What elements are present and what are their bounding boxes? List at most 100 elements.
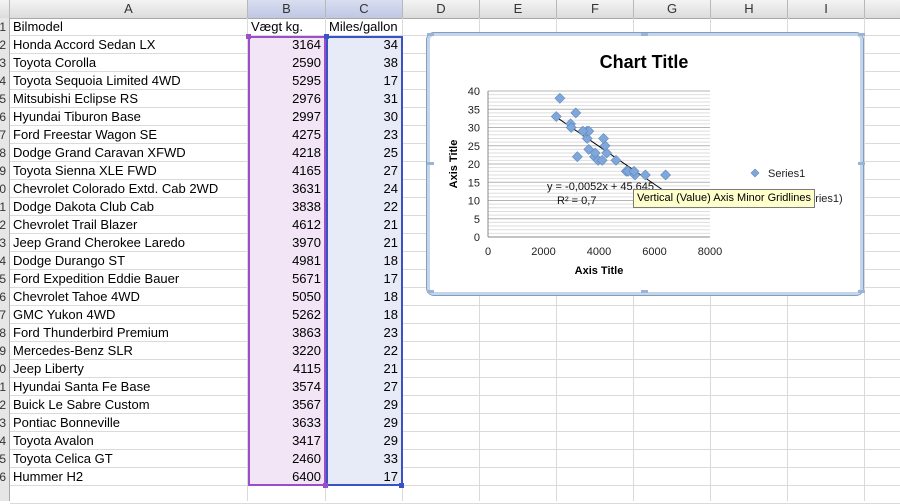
column-header-i[interactable]: I — [788, 0, 865, 18]
row-header[interactable]: 2 — [0, 36, 9, 54]
model-cell[interactable]: Toyota Celica GT — [13, 451, 113, 466]
row-header[interactable]: 4 — [0, 72, 9, 90]
row-header[interactable]: 3 — [0, 234, 9, 252]
weight-cell[interactable]: 3220 — [292, 343, 321, 358]
model-cell[interactable]: Chevrolet Trail Blazer — [13, 217, 138, 232]
mpg-cell[interactable]: 27 — [383, 379, 398, 394]
mpg-cell[interactable]: 23 — [383, 127, 398, 142]
mpg-cell[interactable]: 23 — [383, 325, 398, 340]
weight-cell[interactable]: 4612 — [292, 217, 321, 232]
row-header[interactable]: 6 — [0, 288, 9, 306]
mpg-cell[interactable]: 17 — [383, 469, 398, 484]
weight-cell[interactable]: 5295 — [292, 73, 321, 88]
model-cell[interactable]: Dodge Durango ST — [13, 253, 126, 268]
row-header[interactable]: 4 — [0, 432, 9, 450]
mpg-cell[interactable]: 22 — [383, 199, 398, 214]
weight-cell[interactable]: 5671 — [292, 271, 321, 286]
row-header[interactable]: 9 — [0, 342, 9, 360]
weight-cell[interactable]: 2460 — [292, 451, 321, 466]
mpg-cell[interactable]: 29 — [383, 415, 398, 430]
model-cell[interactable]: Hyundai Tiburon Base — [13, 109, 141, 124]
header-cell-mpg[interactable]: Miles/gallon — [329, 19, 398, 34]
weight-cell[interactable]: 4218 — [292, 145, 321, 160]
model-cell[interactable]: Ford Expedition Eddie Bauer — [13, 271, 180, 286]
model-cell[interactable]: Mitsubishi Eclipse RS — [13, 91, 138, 106]
mpg-cell[interactable]: 21 — [383, 361, 398, 376]
row-header[interactable]: 8 — [0, 324, 9, 342]
mpg-cell[interactable]: 18 — [383, 253, 398, 268]
mpg-cell[interactable]: 38 — [383, 55, 398, 70]
weight-cell[interactable]: 5050 — [292, 289, 321, 304]
model-cell[interactable]: Chevrolet Colorado Extd. Cab 2WD — [13, 181, 219, 196]
weight-cell[interactable]: 2976 — [292, 91, 321, 106]
weight-cell[interactable]: 6400 — [292, 469, 321, 484]
row-header[interactable]: 3 — [0, 414, 9, 432]
row-header[interactable]: 7 — [0, 306, 9, 324]
mpg-cell[interactable]: 22 — [383, 343, 398, 358]
row-header[interactable]: 7 — [0, 126, 9, 144]
header-cell-weight[interactable]: Vægt kg. — [251, 19, 304, 34]
weight-cell[interactable]: 2590 — [292, 55, 321, 70]
weight-cell[interactable]: 3567 — [292, 397, 321, 412]
model-cell[interactable]: Hyundai Santa Fe Base — [13, 379, 151, 394]
weight-cell[interactable]: 4981 — [292, 253, 321, 268]
mpg-cell[interactable]: 34 — [383, 37, 398, 52]
range-handle[interactable] — [246, 34, 251, 39]
row-header[interactable]: 9 — [0, 162, 9, 180]
mpg-cell[interactable]: 18 — [383, 289, 398, 304]
mpg-cell[interactable]: 17 — [383, 271, 398, 286]
row-header[interactable]: 4 — [0, 252, 9, 270]
weight-cell[interactable]: 3417 — [292, 433, 321, 448]
model-cell[interactable]: Hummer H2 — [13, 469, 84, 484]
row-header[interactable]: 5 — [0, 90, 9, 108]
model-cell[interactable]: Honda Accord Sedan LX — [13, 37, 156, 52]
model-cell[interactable]: Mercedes-Benz SLR — [13, 343, 133, 358]
weight-cell[interactable]: 3863 — [292, 325, 321, 340]
mpg-cell[interactable]: 29 — [383, 397, 398, 412]
row-header[interactable]: 6 — [0, 468, 9, 486]
mpg-cell[interactable]: 17 — [383, 73, 398, 88]
range-handle[interactable] — [399, 483, 404, 488]
select-all-corner[interactable] — [0, 0, 10, 18]
weight-cell[interactable]: 4165 — [292, 163, 321, 178]
mpg-cell[interactable]: 24 — [383, 181, 398, 196]
selected-range-mpg[interactable] — [326, 36, 403, 486]
row-header[interactable]: 6 — [0, 108, 9, 126]
weight-cell[interactable]: 3970 — [292, 235, 321, 250]
model-cell[interactable]: Toyota Sequoia Limited 4WD — [13, 73, 181, 88]
column-header-e[interactable]: E — [480, 0, 557, 18]
row-header[interactable]: 8 — [0, 144, 9, 162]
row-header[interactable]: 5 — [0, 270, 9, 288]
mpg-cell[interactable]: 18 — [383, 307, 398, 322]
row-header[interactable]: 1 — [0, 18, 9, 36]
mpg-cell[interactable]: 29 — [383, 433, 398, 448]
range-handle[interactable] — [324, 34, 329, 39]
weight-cell[interactable]: 5262 — [292, 307, 321, 322]
model-cell[interactable]: Toyota Avalon — [13, 433, 94, 448]
weight-cell[interactable]: 4275 — [292, 127, 321, 142]
weight-cell[interactable]: 3164 — [292, 37, 321, 52]
weight-cell[interactable]: 4115 — [293, 361, 321, 376]
mpg-cell[interactable]: 33 — [383, 451, 398, 466]
column-header-h[interactable]: H — [711, 0, 788, 18]
column-header-g[interactable]: G — [634, 0, 711, 18]
model-cell[interactable]: GMC Yukon 4WD — [13, 307, 116, 322]
selected-range-weight[interactable] — [248, 36, 326, 486]
range-handle[interactable] — [323, 483, 328, 488]
column-header-a[interactable]: A — [10, 0, 248, 18]
weight-cell[interactable]: 3631 — [292, 181, 321, 196]
model-cell[interactable]: Chevrolet Tahoe 4WD — [13, 289, 140, 304]
weight-cell[interactable]: 3838 — [292, 199, 321, 214]
weight-cell[interactable]: 3574 — [292, 379, 321, 394]
model-cell[interactable]: Ford Thunderbird Premium — [13, 325, 169, 340]
row-header[interactable]: 2 — [0, 396, 9, 414]
mpg-cell[interactable]: 27 — [383, 163, 398, 178]
model-cell[interactable]: Dodge Dakota Club Cab — [13, 199, 154, 214]
row-header[interactable]: 0 — [0, 360, 9, 378]
model-cell[interactable]: Ford Freestar Wagon SE — [13, 127, 158, 142]
model-cell[interactable]: Buick Le Sabre Custom — [13, 397, 150, 412]
column-header-d[interactable]: D — [403, 0, 480, 18]
row-header[interactable]: 3 — [0, 54, 9, 72]
column-header-f[interactable]: F — [557, 0, 634, 18]
header-cell-model[interactable]: Bilmodel — [13, 19, 63, 34]
